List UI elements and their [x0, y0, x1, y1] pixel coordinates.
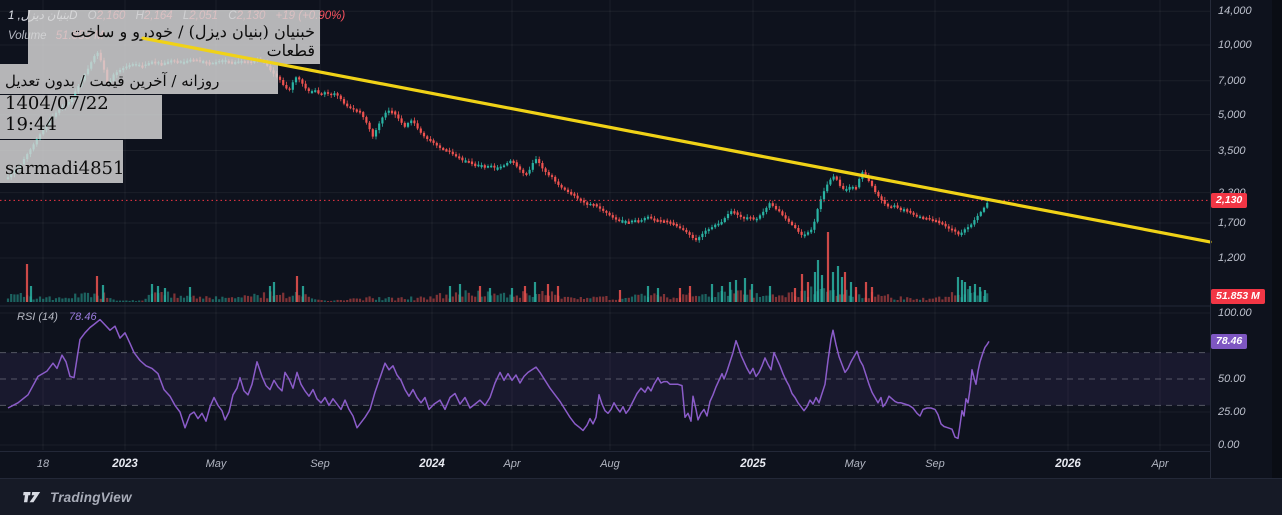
- time-label-Sep: Sep: [310, 458, 330, 470]
- tradingview-link[interactable]: TradingView: [22, 489, 132, 505]
- time-label-2026: 2026: [1055, 458, 1081, 470]
- rsi-value: 78.46: [69, 311, 97, 323]
- price-tick-10,000: 10,000: [1218, 39, 1252, 51]
- price-tick-5,000: 5,000: [1218, 108, 1246, 121]
- time-label-2024: 2024: [419, 458, 445, 470]
- watermark-datetime: 1404/07/22 19:44: [0, 93, 162, 139]
- tradingview-brand-text: TradingView: [50, 489, 132, 505]
- volume-badge: 51.853 M: [1211, 288, 1265, 304]
- rsi-tick-50.00: 50.00: [1218, 373, 1246, 385]
- time-label-2025: 2025: [740, 458, 766, 470]
- time-label-18: 18: [36, 458, 50, 470]
- volume-layer: [6, 232, 989, 302]
- rsi-indicator-label[interactable]: RSI (14): [17, 311, 58, 323]
- watermark-interval-description: روزانه / آخرین قیمت / بدون تعدیل: [0, 64, 278, 94]
- rsi-legend: RSI (14) 78.46: [17, 311, 97, 323]
- time-label-May: May: [844, 458, 866, 470]
- price-tick-7,000: 7,000: [1218, 74, 1246, 87]
- right-edge-shade: [1272, 0, 1282, 478]
- last-price-badge: 2,130: [1211, 192, 1248, 208]
- time-label-Aug: Aug: [600, 458, 620, 470]
- price-tick-1,200: 1,200: [1218, 252, 1246, 264]
- time-label-Apr: Apr: [503, 458, 521, 470]
- time-label-Apr: Apr: [1151, 458, 1169, 470]
- time-label-2023: 2023: [112, 458, 138, 470]
- footer-bar: TradingView: [0, 478, 1282, 515]
- price-tick-14,000: 14,000: [1218, 5, 1252, 18]
- time-label-Sep: Sep: [925, 458, 945, 470]
- rsi-line: [7, 318, 990, 440]
- rsi-badge: 78.46: [1211, 333, 1248, 349]
- rsi-bands: [0, 352, 1210, 406]
- rsi-tick-100.00: 100.00: [1218, 307, 1252, 319]
- time-axis[interactable]: 18 2023 May Sep 2024 Apr Aug 2025 May Sep 2026 Apr: [0, 451, 1210, 478]
- rsi-tick-0.00: 0.00: [1218, 439, 1240, 451]
- tradingview-logo-icon: [23, 492, 41, 503]
- time-label-May: May: [205, 458, 227, 470]
- rsi-tick-25.00: 25.00: [1218, 406, 1246, 418]
- watermark-symbol-description: خبنیان (بنیان دیزل) / خودرو و ساخت قطعات: [28, 10, 320, 64]
- price-tick-3,500: 3,500: [1218, 144, 1246, 157]
- watermark-username: sarmadi4851: [0, 140, 124, 183]
- price-tick-1,700: 1,700: [1218, 217, 1246, 229]
